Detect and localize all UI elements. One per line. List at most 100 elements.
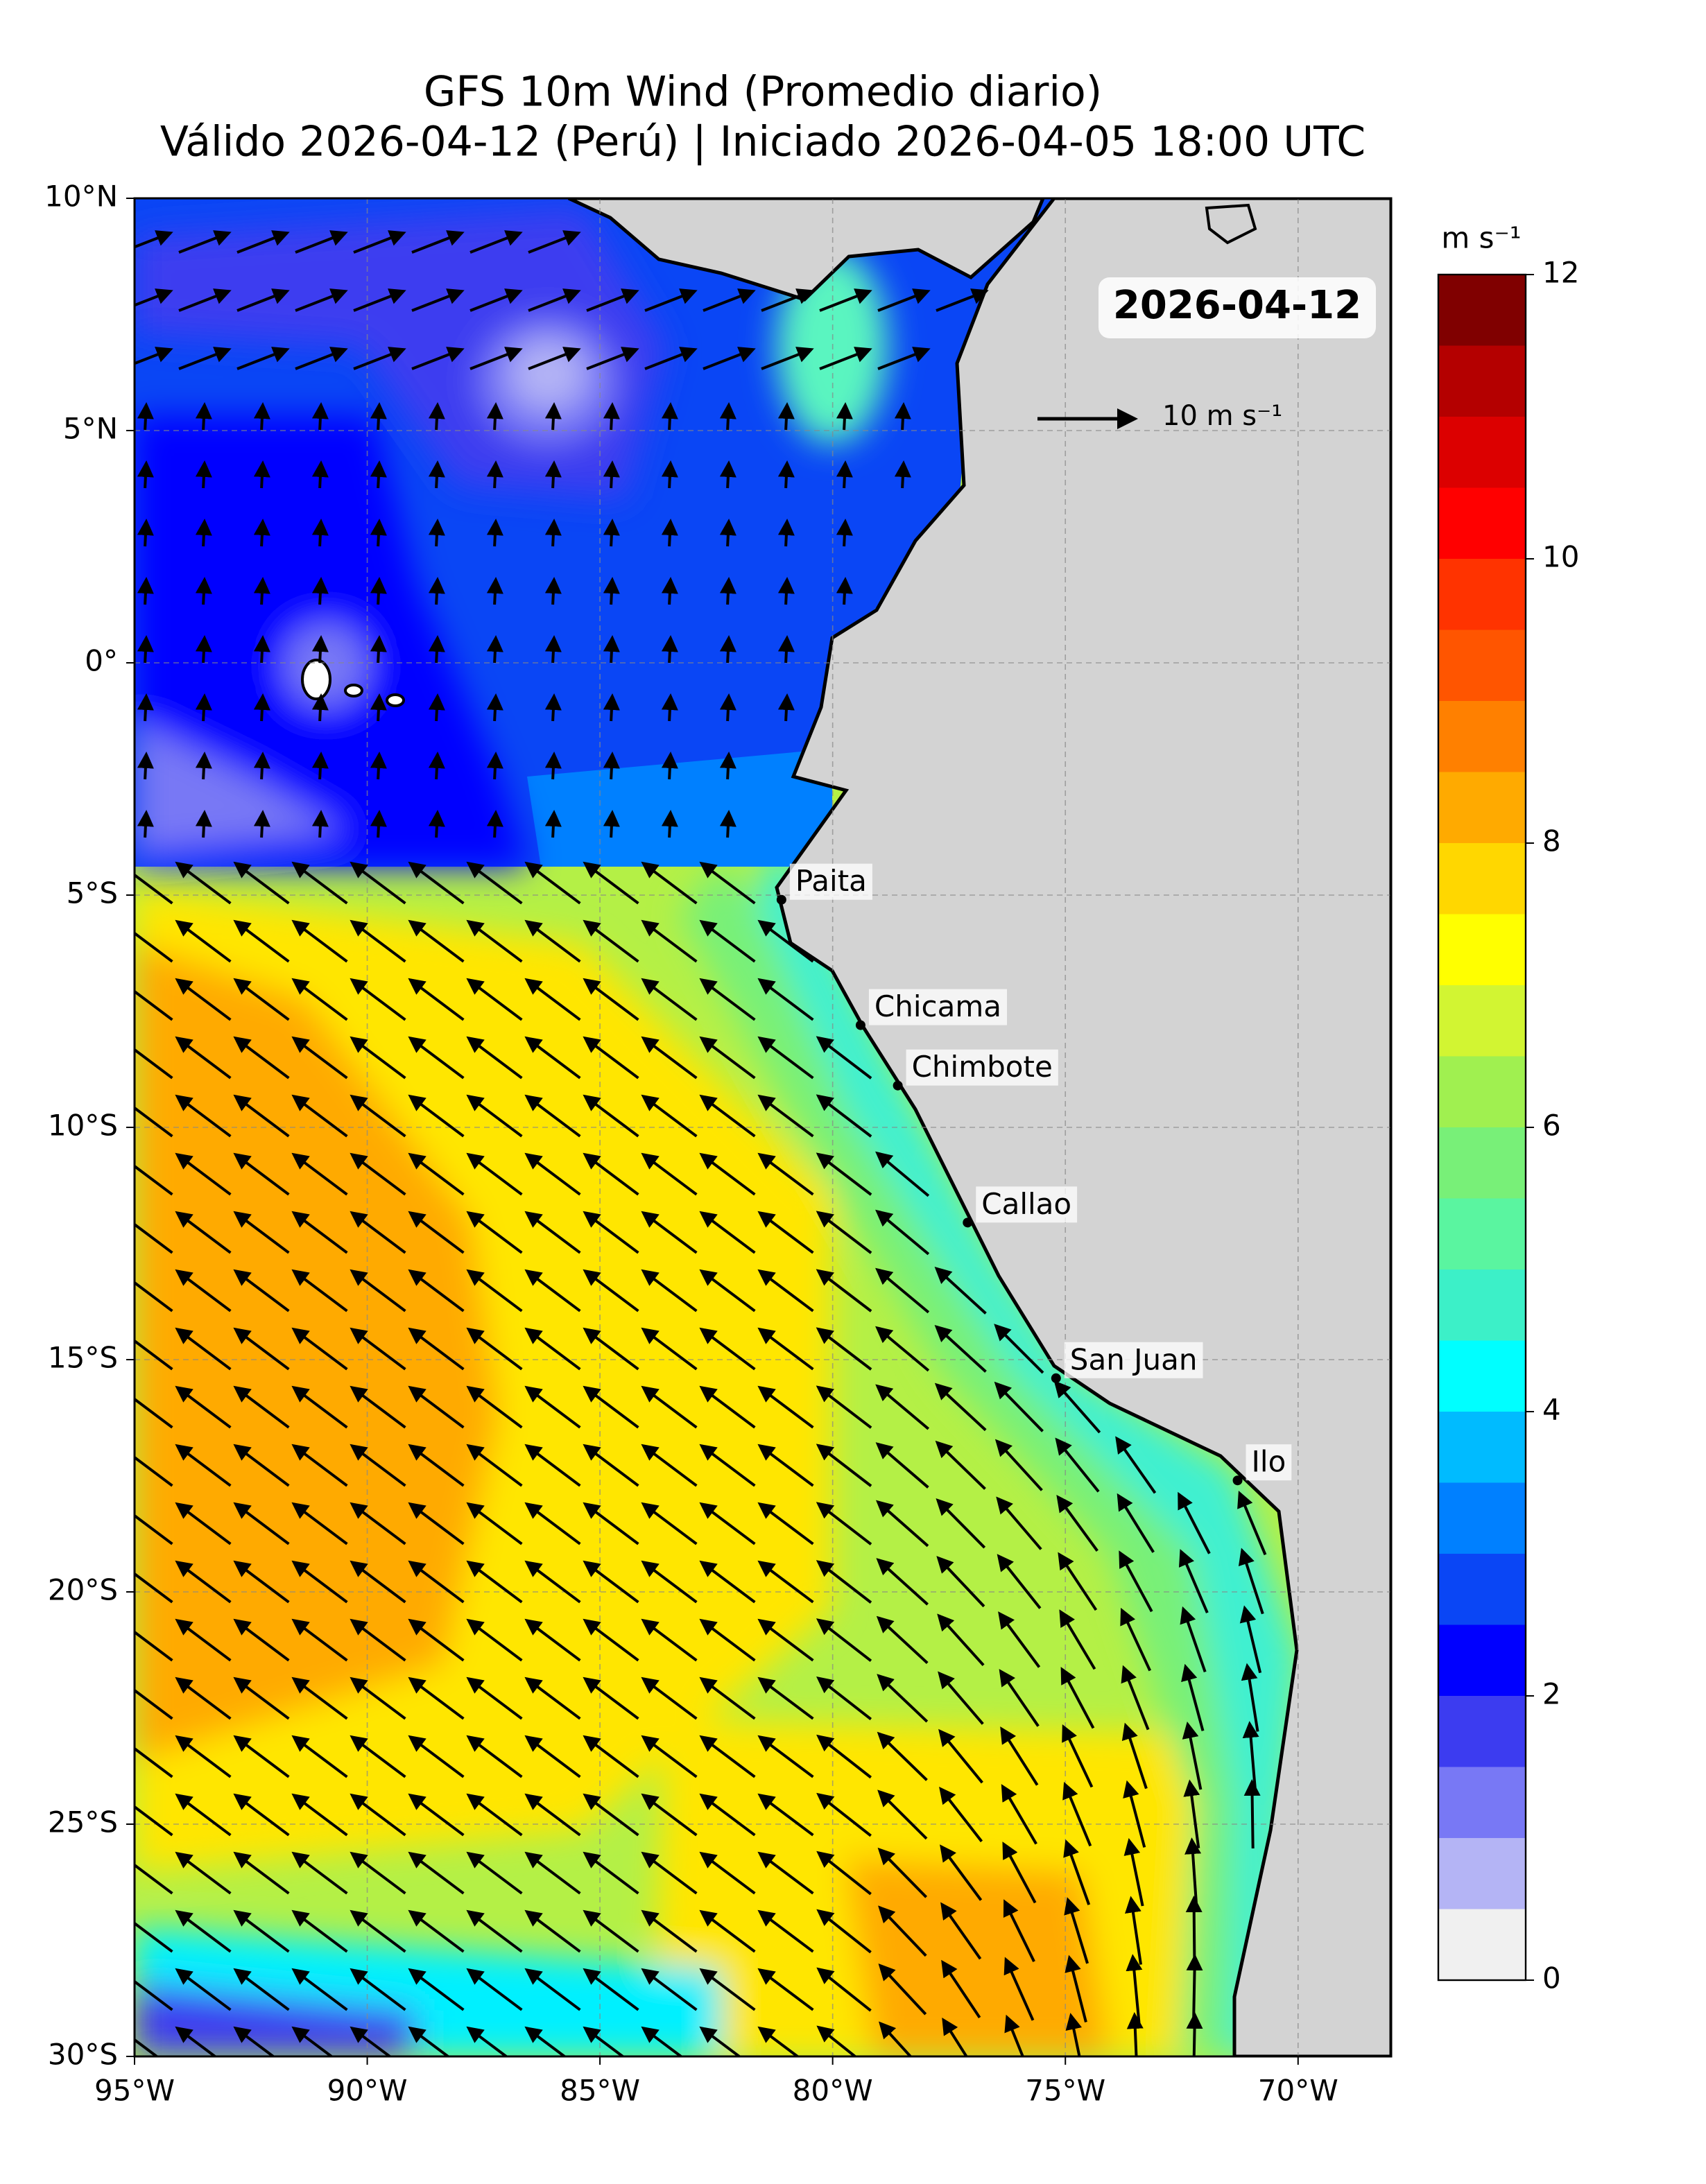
city-label-bg	[868, 989, 1008, 1025]
wind-arrow	[719, 519, 736, 547]
wind-arrow	[311, 519, 329, 547]
wind-arrow	[719, 402, 736, 431]
wind-arrow	[175, 1618, 232, 1662]
wind-arrow	[408, 1211, 465, 1254]
y-tick-label: 30°S	[48, 2038, 118, 2072]
wind-arrow	[295, 347, 348, 370]
wind-arrow	[350, 1502, 406, 1545]
wind-arrow	[942, 2018, 968, 2056]
wind-arrow	[411, 347, 465, 370]
wind-arrow	[757, 1793, 814, 1837]
colorbar-segment	[1438, 559, 1526, 630]
wind-arrow	[936, 288, 989, 312]
wind-arrow	[719, 810, 736, 838]
wind-arrow	[528, 230, 581, 254]
wind-arrow	[469, 347, 523, 370]
wind-arrow	[1178, 1549, 1209, 1613]
wind-arrow	[233, 1152, 290, 1196]
wind-arrow	[428, 635, 445, 664]
wind-arrow	[583, 1851, 639, 1895]
wind-arrow	[175, 1152, 232, 1196]
wind-arrow	[408, 1385, 465, 1429]
wind-arrow	[524, 919, 581, 963]
wind-arrow	[603, 752, 620, 780]
wind-arrow	[816, 1269, 872, 1312]
wind-arrow	[370, 635, 387, 664]
wind-arrow	[641, 1211, 698, 1254]
wind-arrow	[641, 1968, 698, 2011]
wind-arrow	[757, 1560, 814, 1604]
wind-arrow	[428, 693, 445, 722]
wind-arrow	[350, 1211, 406, 1254]
wind-arrow	[233, 1968, 290, 2011]
city-marker	[1051, 1373, 1061, 1383]
wind-arrow	[1186, 1954, 1203, 2024]
wind-arrow	[583, 919, 639, 963]
wind-arrow	[350, 1735, 406, 1778]
wind-arrow	[236, 230, 290, 254]
subtitle: Válido 2026-04-12 (Perú) | Iniciado 2026…	[160, 118, 1365, 166]
wind-arrow	[875, 1209, 930, 1256]
wind-arrow	[1239, 1605, 1262, 1674]
wind-arrow	[466, 1036, 523, 1080]
wind-arrow	[699, 1735, 756, 1778]
wind-arrow	[699, 1618, 756, 1662]
wind-arrow	[816, 1676, 872, 1721]
colorbar-segment	[1438, 1412, 1526, 1483]
wind-arrow	[1241, 1663, 1259, 1732]
wind-arrow	[757, 2026, 800, 2056]
wind-arrow	[994, 1381, 1044, 1432]
wind-arrow	[524, 1094, 581, 1138]
wind-arrow	[757, 1968, 814, 2011]
wind-arrow	[178, 230, 232, 254]
wind-arrow	[428, 460, 445, 489]
wind-arrow	[816, 1792, 872, 1837]
field-blue-south	[135, 1983, 416, 2056]
wind-arrow	[894, 402, 911, 431]
wind-arrow	[528, 288, 581, 312]
wind-arrow	[641, 2026, 684, 2056]
wind-arrow	[939, 1786, 983, 1843]
wind-arrow	[428, 519, 445, 547]
wind-arrow	[428, 402, 445, 431]
wind-arrow	[233, 1036, 290, 1080]
wind-arrow	[583, 1676, 639, 1720]
wind-arrow	[291, 861, 348, 905]
wind-arrow	[1053, 1380, 1101, 1434]
y-tick-label: 25°S	[48, 1805, 118, 1839]
wind-arrow	[135, 1618, 173, 1662]
land-central-america	[567, 198, 1045, 302]
wind-arrow	[466, 1211, 523, 1254]
colorbar-segment	[1438, 630, 1526, 701]
wind-arrow	[524, 861, 581, 905]
wind-arrow	[603, 460, 620, 489]
wind-arrow	[761, 347, 814, 370]
wind-arrow	[878, 1963, 927, 2016]
wind-arrow	[408, 1735, 465, 1778]
wind-arrow	[757, 1735, 814, 1778]
y-tick-label: 10°S	[48, 1109, 118, 1143]
wind-arrow	[370, 693, 387, 722]
wind-arrow	[233, 1735, 290, 1778]
wind-arrow	[233, 1618, 290, 1662]
wind-arrow	[524, 978, 581, 1021]
y-tick-label: 5°N	[63, 412, 118, 446]
wind-arrow	[370, 460, 387, 489]
wind-arrow	[583, 1502, 639, 1545]
wind-arrow	[350, 1909, 406, 1953]
colorbar-segment	[1438, 1624, 1526, 1696]
wind-arrow	[641, 1152, 698, 1196]
wind-field: Paita Chicama Chimbote Callao San Juan Ilo	[135, 198, 1391, 2056]
axis-ticks: 95°W 90°W 85°W 80°W 75°W 70°W 10°N 5°N 0° 5°S 10°S…	[44, 180, 1338, 2108]
wind-arrow	[175, 1385, 232, 1429]
x-tick-label: 70°W	[1258, 2074, 1338, 2108]
wind-arrow	[135, 1735, 173, 1778]
colorbar-segment	[1438, 1696, 1526, 1767]
y-tick-label: 20°S	[48, 1573, 118, 1607]
wind-arrow	[175, 1968, 232, 2011]
wind-arrow	[195, 635, 212, 664]
wind-arrow	[661, 810, 678, 838]
wind-arrow	[466, 1851, 523, 1895]
wind-arrow	[370, 577, 387, 605]
wind-arrow	[291, 1909, 348, 1953]
